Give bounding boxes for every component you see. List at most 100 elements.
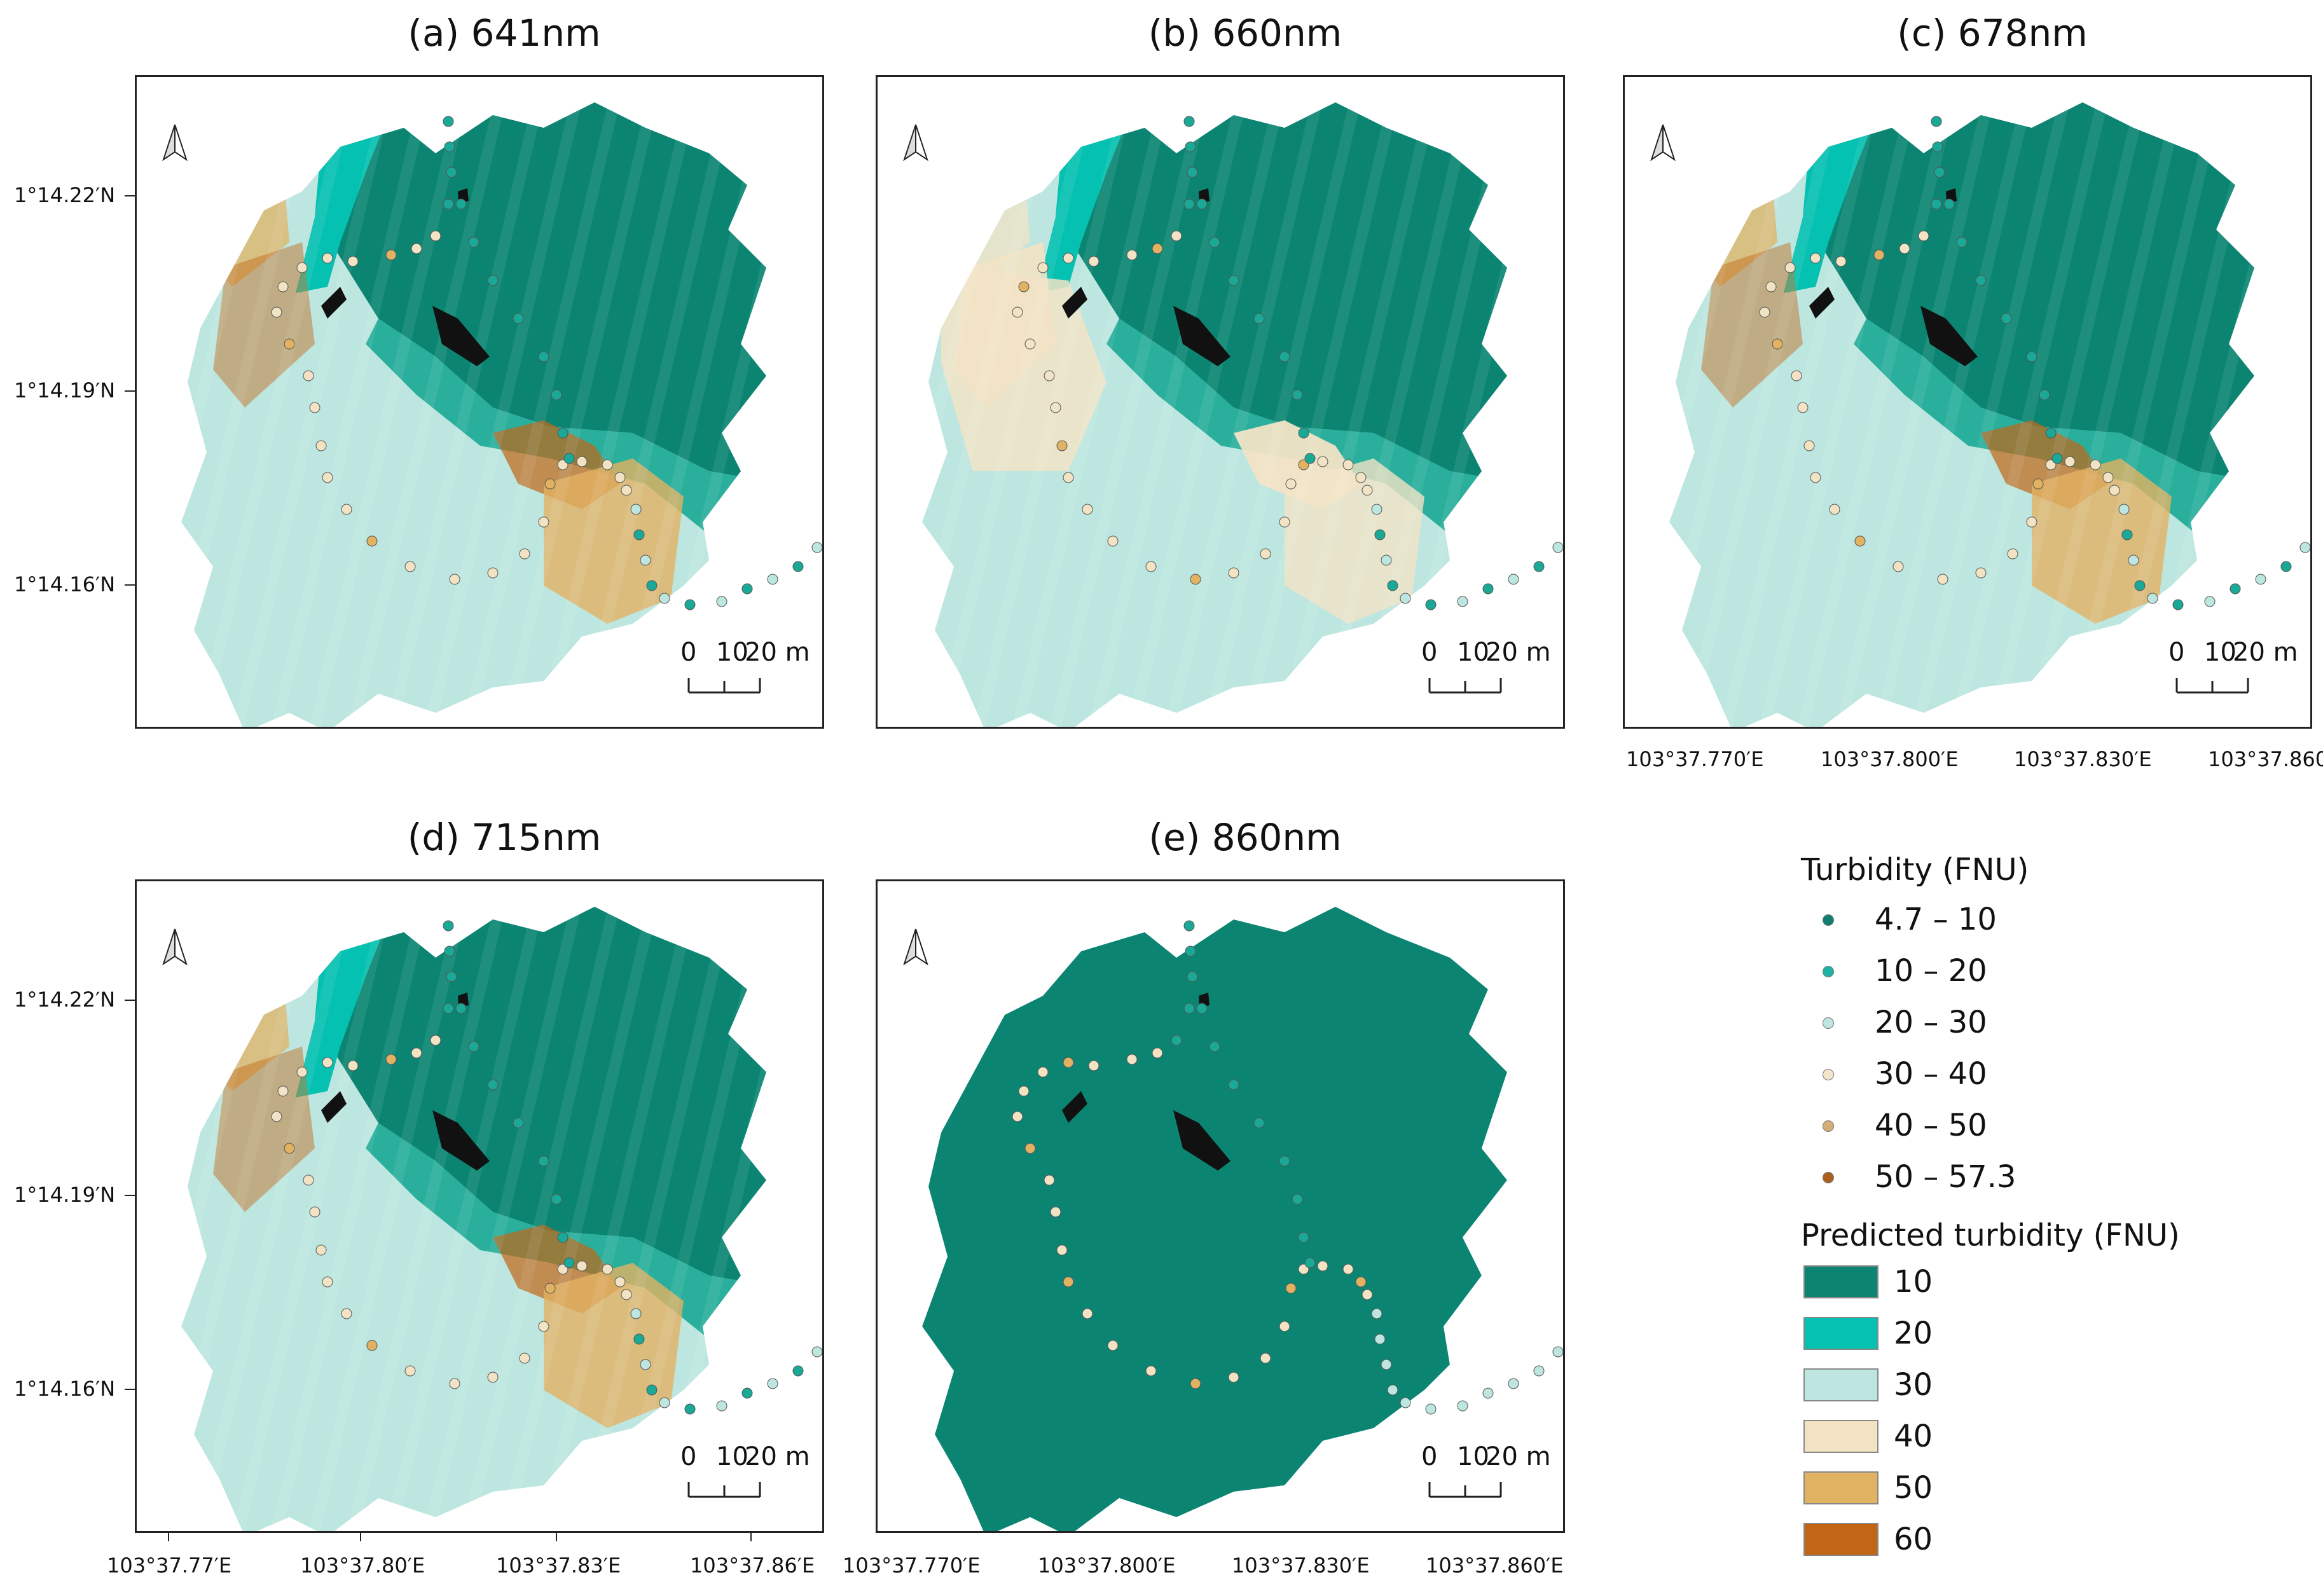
- legend-predicted-label: 60: [1894, 1522, 1933, 1557]
- track-point: [1063, 252, 1074, 264]
- track-point: [1190, 574, 1201, 585]
- track-point: [443, 116, 454, 127]
- lat-tickmark: [125, 584, 135, 586]
- flight-strip-line: [233, 102, 397, 727]
- track-point: [1873, 249, 1885, 261]
- track-point: [347, 1060, 359, 1071]
- track-point: [1304, 453, 1316, 464]
- track-point: [341, 1308, 352, 1319]
- track-point: [1183, 198, 1195, 210]
- track-point: [1355, 472, 1367, 483]
- track-point: [1260, 548, 1271, 560]
- track-point: [640, 1359, 651, 1370]
- track-point: [455, 198, 467, 210]
- track-point: [1018, 1085, 1030, 1097]
- obstacle-central: [1173, 306, 1230, 366]
- track-point: [1187, 971, 1198, 982]
- track-point: [1082, 1308, 1093, 1319]
- track-point: [487, 567, 499, 579]
- scale-bar: [687, 1482, 761, 1498]
- track-point: [366, 535, 378, 547]
- track-point: [1285, 478, 1297, 490]
- track-point: [563, 453, 575, 464]
- track-point: [2230, 583, 2241, 595]
- track-point: [684, 1403, 696, 1415]
- lon-tick-label: 103°37.77′E: [107, 1553, 232, 1578]
- track-point: [366, 1340, 378, 1351]
- track-point: [1292, 389, 1303, 401]
- track-point: [621, 1289, 632, 1300]
- track-point: [271, 1111, 282, 1122]
- obstacle-ne: [700, 123, 741, 152]
- north-arrow-right: [174, 928, 188, 966]
- flight-strip-line: [271, 102, 435, 727]
- track-point: [315, 1244, 327, 1256]
- track-point: [1899, 243, 1910, 254]
- track-point: [538, 1321, 549, 1332]
- track-point: [1937, 574, 1948, 585]
- scale-bar-label: 0: [680, 1442, 697, 1471]
- track-point: [309, 1206, 321, 1218]
- track-point: [404, 561, 416, 572]
- panel-title-d: (d) 715nm: [407, 816, 602, 859]
- track-point: [1931, 116, 1942, 127]
- flight-strip-line: [424, 907, 588, 1531]
- flight-strip-line: [974, 102, 1138, 727]
- track-point: [1374, 1333, 1386, 1345]
- track-point: [2102, 472, 2114, 483]
- track-point: [2109, 485, 2120, 496]
- track-point: [1018, 281, 1030, 292]
- track-point: [2118, 504, 2130, 515]
- track-point: [2032, 478, 2044, 490]
- track-point: [1228, 1372, 1239, 1383]
- track-point: [341, 504, 352, 515]
- north-arrow-icon: [1650, 124, 1676, 162]
- track-point: [385, 1054, 397, 1065]
- flight-strip-line: [1203, 102, 1367, 727]
- flight-strip-line: [1912, 102, 2076, 727]
- track-point: [1425, 1403, 1437, 1415]
- track-point: [1107, 535, 1119, 547]
- obstacle-west: [1062, 287, 1087, 319]
- legend-dot-icon: [1823, 1017, 1834, 1029]
- flight-strip-line: [1050, 102, 1214, 727]
- scale-bar-label: 20 m: [745, 638, 810, 667]
- track-point: [1209, 1041, 1220, 1052]
- track-point: [1371, 504, 1382, 515]
- track-point: [1317, 1260, 1328, 1272]
- track-point: [468, 1041, 479, 1052]
- track-point: [1361, 1289, 1373, 1300]
- track-point: [315, 440, 327, 451]
- mosaic-layer: [922, 907, 1507, 1531]
- track-point: [2026, 351, 2037, 362]
- north-arrow-left: [162, 124, 176, 162]
- track-point: [2064, 456, 2076, 467]
- track-point: [519, 548, 530, 560]
- track-point: [1044, 1174, 1055, 1186]
- track-point: [1152, 1047, 1163, 1059]
- flight-strip-line: [500, 102, 664, 727]
- track-point: [1107, 1340, 1119, 1351]
- track-point: [811, 542, 822, 553]
- track-point: [303, 370, 314, 382]
- legend-swatch: [1803, 1523, 1878, 1556]
- lon-tick-label: 103°37.830′E: [1232, 1553, 1370, 1578]
- flight-strip-line: [1988, 102, 2152, 727]
- track-point: [1508, 1378, 1519, 1389]
- north-arrow-right: [174, 124, 188, 162]
- legend-predicted-label: 10: [1894, 1264, 1933, 1300]
- track-point: [1934, 167, 1945, 178]
- track-point: [322, 252, 333, 264]
- flight-strip-line: [195, 907, 359, 1531]
- track-point: [443, 920, 454, 932]
- track-point: [1292, 1194, 1303, 1205]
- track-point: [1317, 456, 1328, 467]
- panel-title-e: (e) 860nm: [1148, 816, 1342, 859]
- lat-tick-label: 1°14.16′N: [14, 1377, 116, 1401]
- track-point: [684, 599, 696, 610]
- track-point: [659, 593, 670, 604]
- track-point: [1279, 1155, 1290, 1167]
- flight-strip-line: [1721, 102, 1885, 727]
- track-point: [576, 1260, 588, 1272]
- scale-bar: [687, 678, 761, 694]
